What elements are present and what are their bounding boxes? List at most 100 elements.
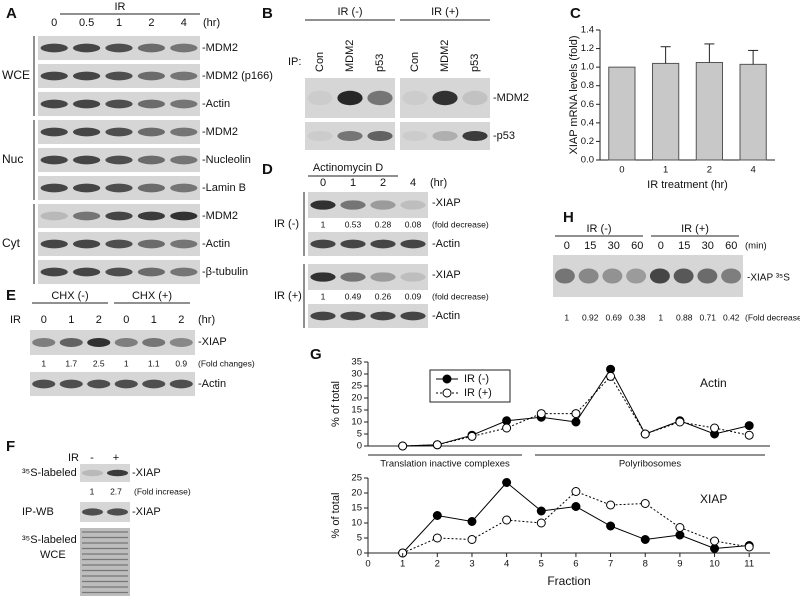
timepoint: 0 [564,240,570,252]
band [105,239,133,249]
timepoint: 2 [380,177,386,189]
y-axis-title: % of total [330,493,342,539]
y-tick-label: 0.0 [581,155,594,166]
timepoint: 2 [96,314,102,326]
fold-value: 1.1 [148,358,160,368]
row-name: ³⁵S-labeled [22,467,77,479]
legend-label: IR (-) [464,373,489,385]
band [310,311,336,321]
fold-value: 1 [41,358,46,368]
band [170,155,198,165]
band [137,211,166,221]
x-tick-label: 2 [435,559,440,570]
point [467,535,477,544]
band [114,338,138,347]
x-tick-label: 1 [663,165,668,176]
ir-label: IR [68,452,79,464]
subplot-title: XIAP [700,492,727,506]
point [467,431,477,441]
x-tick-label: 1 [400,559,405,570]
band [40,267,68,277]
band [40,127,68,137]
band [170,211,198,221]
x-axis-title: Fraction [547,574,590,588]
band [40,239,68,249]
lane-label: MDM2 [344,40,356,72]
band [32,379,56,389]
lane-label: Con [314,52,326,72]
band [578,268,599,284]
point [536,506,546,516]
header: Actinomycin D [313,162,383,174]
legend-box [429,369,511,403]
fold-value: 1 [658,312,663,322]
band [367,130,393,142]
band [462,90,488,106]
fold-value: 1.7 [65,358,77,368]
unit: (hr) [430,177,447,189]
y-tick-label: 10 [351,417,362,428]
fold-value: 1 [321,291,326,301]
unit: (hr) [198,314,215,326]
row-label: -MDM2 [202,126,238,138]
y-tick-label: 1.0 [581,62,594,73]
legend-marker [442,374,452,384]
fold-unit: (Fold increase) [134,486,191,496]
row-label: -XIAP [198,336,227,348]
x-tick-label: 11 [744,559,754,570]
band [370,311,396,321]
bar [652,62,680,161]
y-tick-label: 5 [357,533,362,544]
row-label: -Actin [202,238,230,250]
legend-label: IR (+) [464,387,492,399]
band [72,43,101,53]
point [502,515,512,525]
band [40,99,68,109]
band [370,200,396,210]
group-label: IR (-) [274,218,299,230]
x-tick-label: 5 [539,559,544,570]
series-line [402,490,750,554]
band [105,127,133,137]
row-label: -XIAP [432,269,461,281]
y-axis-title: % of total [330,381,342,427]
fold-value: 0.49 [345,291,362,301]
panel-label: H [563,209,574,226]
row-label: -Actin [198,378,226,390]
lane-label: MDM2 [439,40,451,72]
band [337,130,363,142]
fold-value: 0.53 [345,219,362,229]
band [340,200,366,210]
timepoint: 30 [608,240,620,252]
point [398,441,408,451]
panel-label: G [310,346,322,363]
band [340,272,366,282]
point [606,371,616,381]
band [59,338,83,347]
panel-label: C [570,5,581,22]
fold-value: 0.08 [405,219,422,229]
band [170,267,198,277]
band [72,239,101,249]
row-label: -Actin [432,238,460,250]
timepoint: 1 [116,17,122,29]
y-tick-label: 0.2 [581,136,594,147]
fold-value: 2.5 [93,358,105,368]
band [59,379,83,389]
band [462,130,488,142]
band [40,71,68,81]
timepoint: 0 [123,314,129,326]
bar [608,66,636,161]
annotation: Polyribosomes [619,459,682,470]
fold-value: 1 [564,312,569,322]
group-label: WCE [2,68,30,82]
row-label: -MDM2 (p166) [202,70,273,82]
fold-value: 1 [124,358,129,368]
band [170,71,198,81]
y-tick-label: 0.6 [581,99,594,110]
y-tick-label: 20 [351,488,362,499]
x-axis-title: IR treatment (hr) [647,179,728,191]
band [400,200,426,210]
point [710,423,720,433]
row-label: -MDM2 [202,210,238,222]
